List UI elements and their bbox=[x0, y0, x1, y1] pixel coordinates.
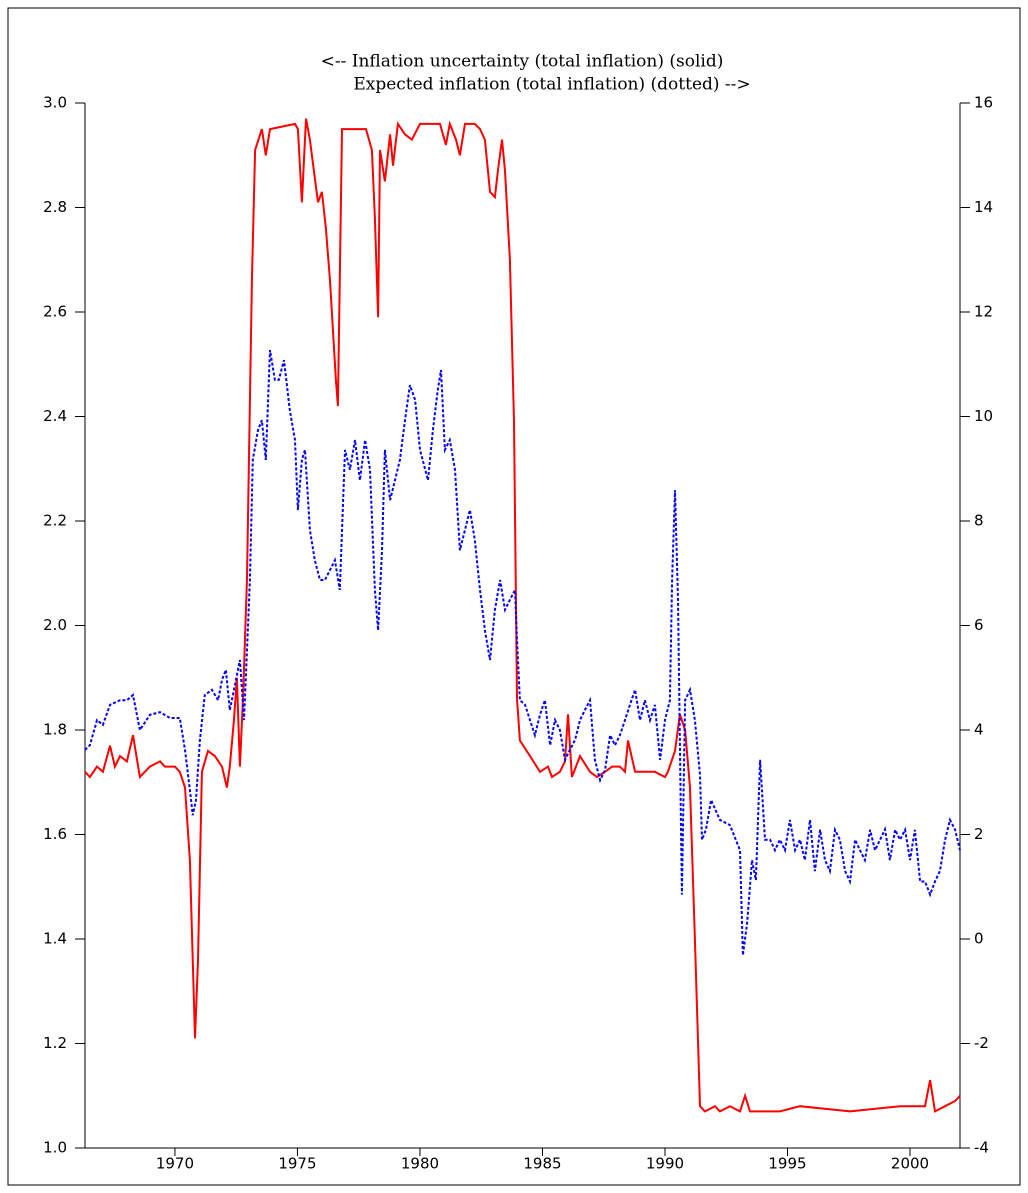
y2-tick-label: 12 bbox=[974, 303, 993, 321]
y-tick-label: 2.8 bbox=[43, 198, 67, 216]
y-tick-label: 2.2 bbox=[43, 512, 67, 530]
y-tick-label: 1.0 bbox=[43, 1139, 67, 1157]
y-tick-label: 3.0 bbox=[43, 94, 67, 112]
chart-title: <-- Inflation uncertainty (total inflati… bbox=[321, 52, 724, 72]
series-line bbox=[84, 349, 961, 956]
y-tick-label: 1.4 bbox=[43, 930, 67, 948]
series-line bbox=[84, 118, 961, 1113]
y-tick-label: 1.2 bbox=[43, 1034, 67, 1052]
y2-tick-label: -4 bbox=[974, 1139, 989, 1157]
y-tick-label: 2.6 bbox=[43, 303, 67, 321]
chart-subtitle: Expected inflation (total inflation) (do… bbox=[353, 75, 750, 95]
x-tick-label: 1975 bbox=[278, 1155, 316, 1173]
y2-tick-label: 16 bbox=[974, 94, 993, 112]
x-tick-label: 1970 bbox=[156, 1155, 194, 1173]
y-tick-label: 1.8 bbox=[43, 721, 67, 739]
x-tick-label: 2000 bbox=[891, 1155, 929, 1173]
y-tick-label: 2.4 bbox=[43, 407, 67, 425]
x-tick-label: 1995 bbox=[768, 1155, 806, 1173]
y2-tick-label: 2 bbox=[974, 825, 984, 843]
y2-tick-label: 0 bbox=[974, 930, 984, 948]
y2-tick-label: 6 bbox=[974, 616, 984, 634]
x-tick-label: 1985 bbox=[523, 1155, 561, 1173]
y2-tick-label: 4 bbox=[974, 721, 984, 739]
y2-tick-label: -2 bbox=[974, 1034, 989, 1052]
y-tick-label: 2.0 bbox=[43, 616, 67, 634]
frame bbox=[7, 7, 1021, 1186]
y2-tick-label: 14 bbox=[974, 198, 993, 216]
y-tick-label: 1.6 bbox=[43, 825, 67, 843]
y2-tick-label: 10 bbox=[974, 407, 993, 425]
x-tick-label: 1980 bbox=[401, 1155, 439, 1173]
x-tick-label: 1990 bbox=[646, 1155, 684, 1173]
y2-tick-label: 8 bbox=[974, 512, 984, 530]
